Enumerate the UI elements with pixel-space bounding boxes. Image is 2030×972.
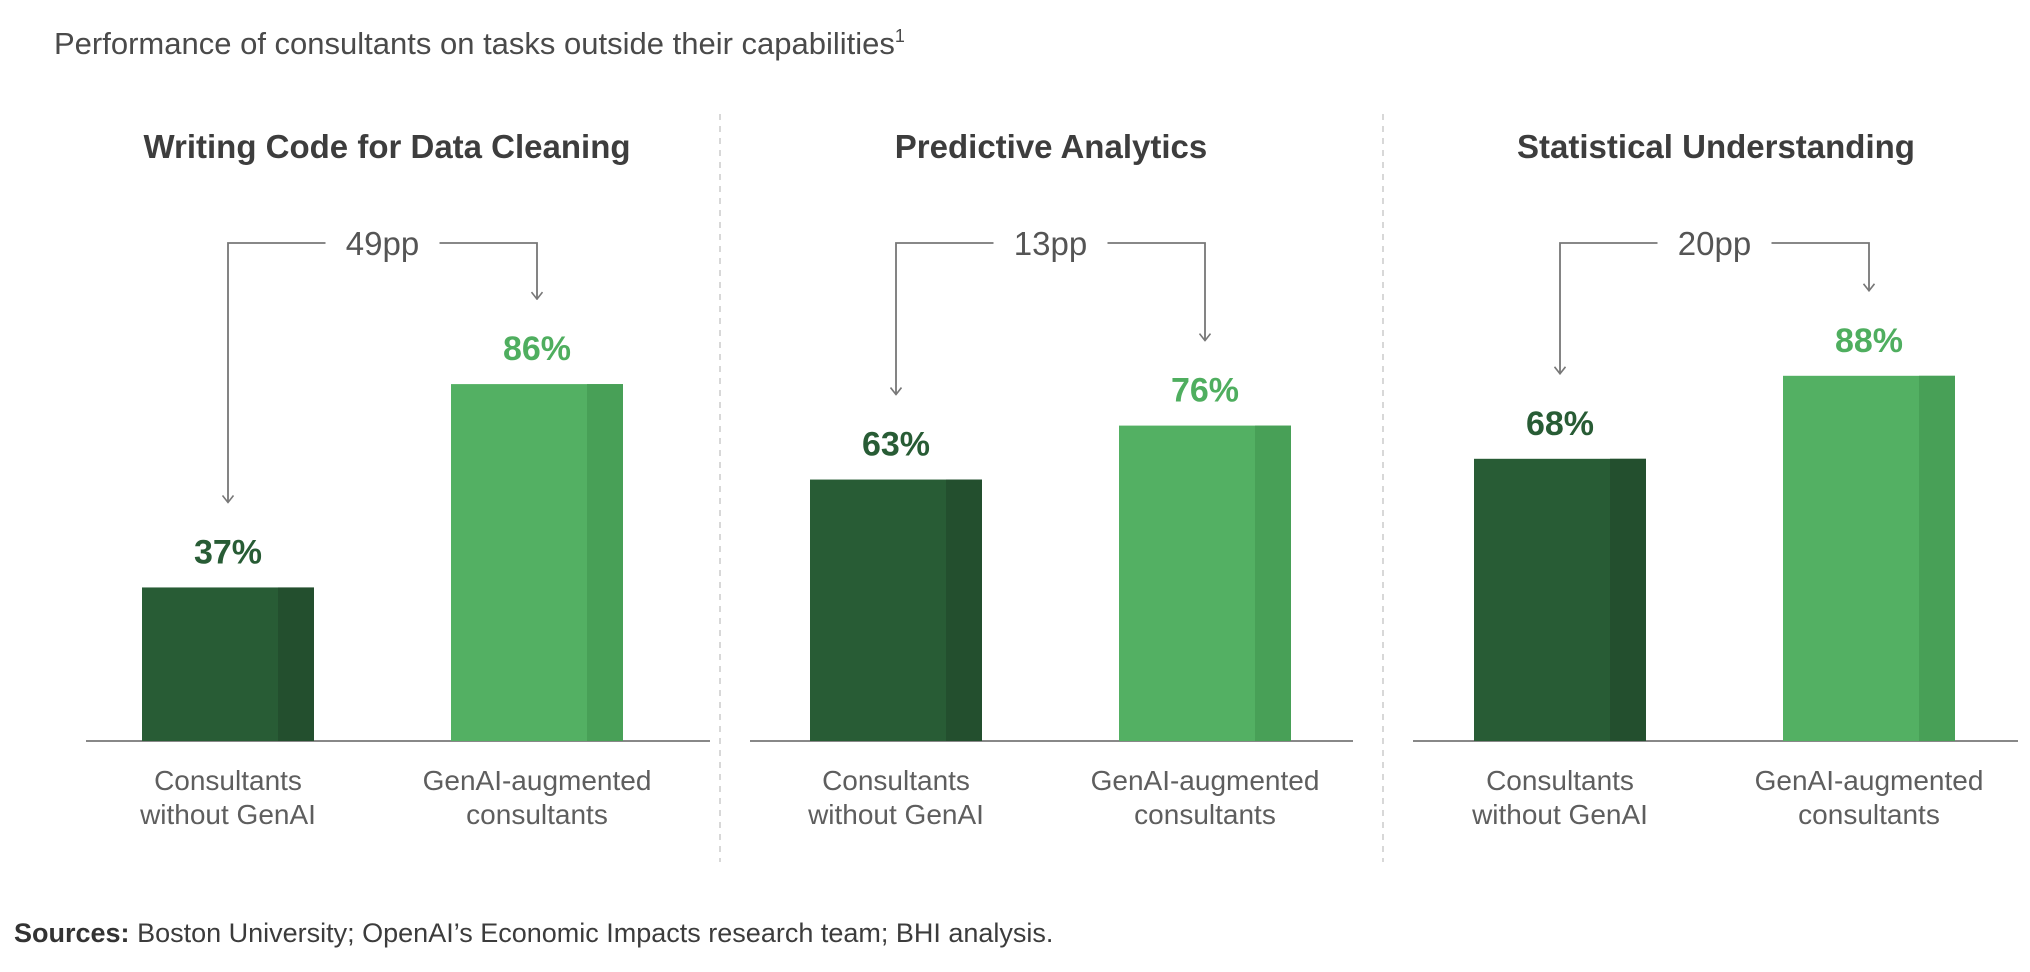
- category-label-line: consultants: [1134, 799, 1276, 830]
- category-label-line: Consultants: [822, 765, 970, 796]
- category-label: GenAI-augmented consultants: [1755, 765, 1984, 830]
- category-label-line: Consultants: [154, 765, 302, 796]
- category-label-line: GenAI-augmented: [423, 765, 652, 796]
- difference-label: 49pp: [346, 225, 419, 262]
- sources-note: Sources: Boston University; OpenAI’s Eco…: [14, 918, 1053, 949]
- difference-bracket-right: [1107, 242, 1206, 341]
- difference-bracket-right: [1771, 242, 1870, 291]
- panel-title: Writing Code for Data Cleaning: [143, 128, 630, 165]
- category-label: Consultants without GenAI: [807, 765, 984, 830]
- page-title: Performance of consultants on tasks outs…: [54, 26, 905, 62]
- category-label-line: GenAI-augmented: [1091, 765, 1320, 796]
- bar-side-shade: [587, 384, 623, 741]
- page-title-text: Performance of consultants on tasks outs…: [54, 26, 895, 61]
- category-label-line: consultants: [466, 799, 608, 830]
- category-label: Consultants without GenAI: [139, 765, 316, 830]
- category-label: GenAI-augmented consultants: [1091, 765, 1320, 830]
- bar-side-shade: [1919, 375, 1955, 741]
- difference-label: 20pp: [1678, 225, 1751, 262]
- title-footnote-marker: 1: [894, 26, 905, 46]
- bar-value-label: 63%: [862, 426, 930, 464]
- category-label-line: without GenAI: [139, 799, 316, 830]
- sources-label: Sources:: [14, 918, 130, 948]
- panel-3: Statistical Understanding 68% Consultants w…: [1413, 128, 2018, 830]
- category-label-line: without GenAI: [807, 799, 984, 830]
- difference-bracket-left: [896, 242, 994, 395]
- category-label-line: consultants: [1798, 799, 1940, 830]
- bar-side-shade: [946, 479, 982, 741]
- category-label-line: without GenAI: [1471, 799, 1648, 830]
- difference-bracket-right: [439, 242, 538, 299]
- panel-1: Writing Code for Data Cleaning 37% Consult…: [86, 128, 710, 830]
- bar-side-shade: [1610, 458, 1646, 741]
- category-label: GenAI-augmented consultants: [423, 765, 652, 830]
- difference-bracket-left: [228, 242, 326, 502]
- sources-text: Boston University; OpenAI’s Economic Imp…: [137, 918, 1054, 948]
- panel-title: Statistical Understanding: [1517, 128, 1915, 165]
- bar-side-shade: [1255, 425, 1291, 741]
- category-label-line: Consultants: [1486, 765, 1634, 796]
- bar-value-label: 68%: [1526, 405, 1594, 443]
- bar-value-label: 88%: [1835, 322, 1903, 360]
- bar-value-label: 76%: [1171, 372, 1239, 410]
- category-label: Consultants without GenAI: [1471, 765, 1648, 830]
- category-label-line: GenAI-augmented: [1755, 765, 1984, 796]
- bar-value-label: 86%: [503, 330, 571, 368]
- bar-side-shade: [278, 587, 314, 741]
- bar-value-label: 37%: [194, 533, 262, 571]
- panel-title: Predictive Analytics: [895, 128, 1207, 165]
- difference-label: 13pp: [1014, 225, 1087, 262]
- panel-2: Predictive Analytics 63% Consultants withou…: [750, 128, 1353, 830]
- difference-bracket-left: [1560, 242, 1658, 374]
